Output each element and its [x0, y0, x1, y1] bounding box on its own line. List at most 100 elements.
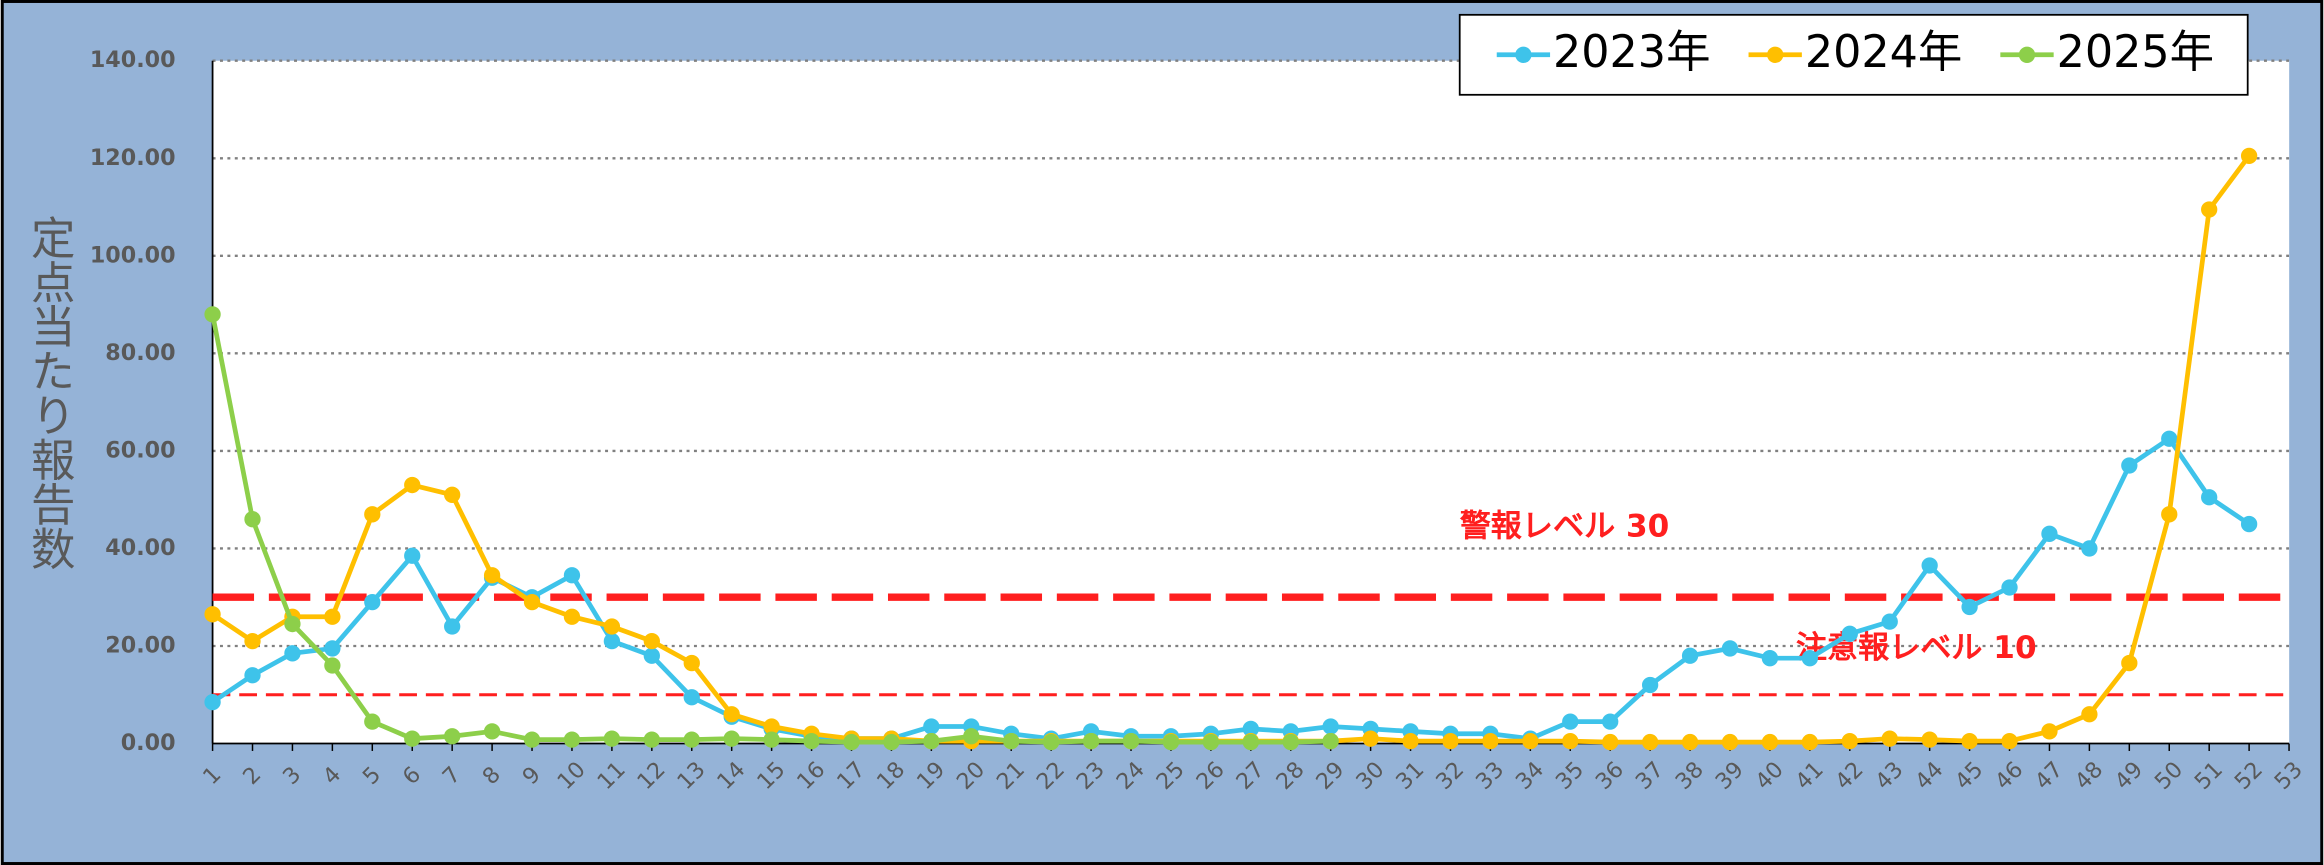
- legend-marker: [2018, 46, 2036, 63]
- point: [523, 593, 541, 611]
- point: [803, 732, 820, 750]
- point: [324, 608, 341, 625]
- point: [2240, 147, 2258, 164]
- point: [1801, 733, 1819, 751]
- point: [244, 667, 261, 684]
- point: [2081, 706, 2098, 723]
- point: [404, 476, 421, 494]
- point: [603, 618, 621, 635]
- y-tick-label: 60.00: [105, 437, 175, 463]
- point: [284, 615, 301, 633]
- reference-label: 注意報レベル 10: [1796, 630, 2037, 666]
- point: [563, 731, 581, 748]
- point: [204, 606, 221, 623]
- point: [723, 706, 740, 723]
- point: [1322, 732, 1339, 750]
- legend-label: 2023年: [1553, 27, 1710, 78]
- point: [1482, 732, 1499, 750]
- point: [2240, 515, 2258, 533]
- point: [2041, 723, 2058, 740]
- point: [683, 731, 700, 748]
- series-line: [211, 435, 2251, 742]
- point: [284, 645, 301, 662]
- y-tick-label: 40.00: [105, 535, 175, 561]
- legend-marker: [1515, 46, 1532, 63]
- point: [1761, 650, 1779, 667]
- point: [1961, 598, 1978, 616]
- point: [643, 731, 660, 748]
- point: [1761, 733, 1779, 751]
- point: [723, 730, 740, 747]
- point: [1522, 732, 1539, 750]
- point: [364, 593, 381, 611]
- point: [883, 733, 900, 751]
- y-tick-label: 0.00: [121, 730, 176, 756]
- point: [324, 657, 341, 674]
- point: [683, 689, 700, 706]
- point: [763, 731, 780, 748]
- point: [1362, 730, 1379, 747]
- point: [843, 733, 860, 751]
- point: [1641, 676, 1659, 694]
- point: [444, 728, 461, 745]
- point: [244, 632, 261, 650]
- point: [1881, 613, 1898, 630]
- point: [1202, 733, 1220, 751]
- point: [2161, 506, 2178, 523]
- point: [204, 306, 221, 323]
- y-tick-label: 20.00: [105, 632, 175, 658]
- point: [603, 632, 621, 650]
- point: [1841, 732, 1858, 750]
- point: [1043, 733, 1060, 751]
- point: [1003, 732, 1020, 750]
- point: [483, 567, 501, 584]
- legend-label: 2024年: [1805, 27, 1962, 78]
- point: [364, 713, 381, 730]
- point: [404, 730, 421, 747]
- point: [643, 632, 660, 650]
- plot-area: [212, 60, 2290, 744]
- point: [563, 608, 581, 625]
- point: [1162, 733, 1180, 751]
- point: [1681, 733, 1699, 751]
- point: [2121, 457, 2138, 474]
- point: [1122, 732, 1140, 750]
- point: [603, 730, 621, 747]
- point: [1921, 557, 1938, 574]
- point: [324, 640, 341, 657]
- point: [1402, 732, 1419, 750]
- point: [763, 718, 780, 735]
- point: [1442, 732, 1459, 750]
- point: [2201, 201, 2218, 218]
- point: [563, 567, 581, 584]
- point: [2121, 654, 2138, 672]
- reference-label: 警報レベル 30: [1460, 509, 1670, 545]
- point: [483, 723, 501, 740]
- point: [643, 647, 660, 664]
- point: [404, 547, 421, 564]
- point: [444, 618, 461, 635]
- point: [2081, 540, 2098, 557]
- point: [1641, 733, 1659, 751]
- y-tick-label: 120.00: [90, 145, 176, 171]
- point: [1681, 647, 1699, 664]
- legend-marker: [1767, 46, 1784, 63]
- point: [923, 732, 940, 750]
- point: [364, 506, 381, 523]
- point: [244, 511, 261, 528]
- point: [2201, 489, 2218, 506]
- point: [204, 693, 221, 711]
- y-tick-label: 80.00: [105, 340, 175, 366]
- legend-label: 2025年: [2057, 27, 2214, 78]
- point: [1562, 732, 1579, 750]
- point: [1921, 731, 1938, 748]
- point: [1801, 650, 1819, 667]
- point: [1602, 733, 1619, 751]
- point: [1961, 732, 1978, 750]
- point: [1242, 733, 1259, 751]
- point: [523, 731, 541, 748]
- point: [2001, 732, 2018, 750]
- point: [2161, 430, 2178, 447]
- point: [1881, 730, 1898, 747]
